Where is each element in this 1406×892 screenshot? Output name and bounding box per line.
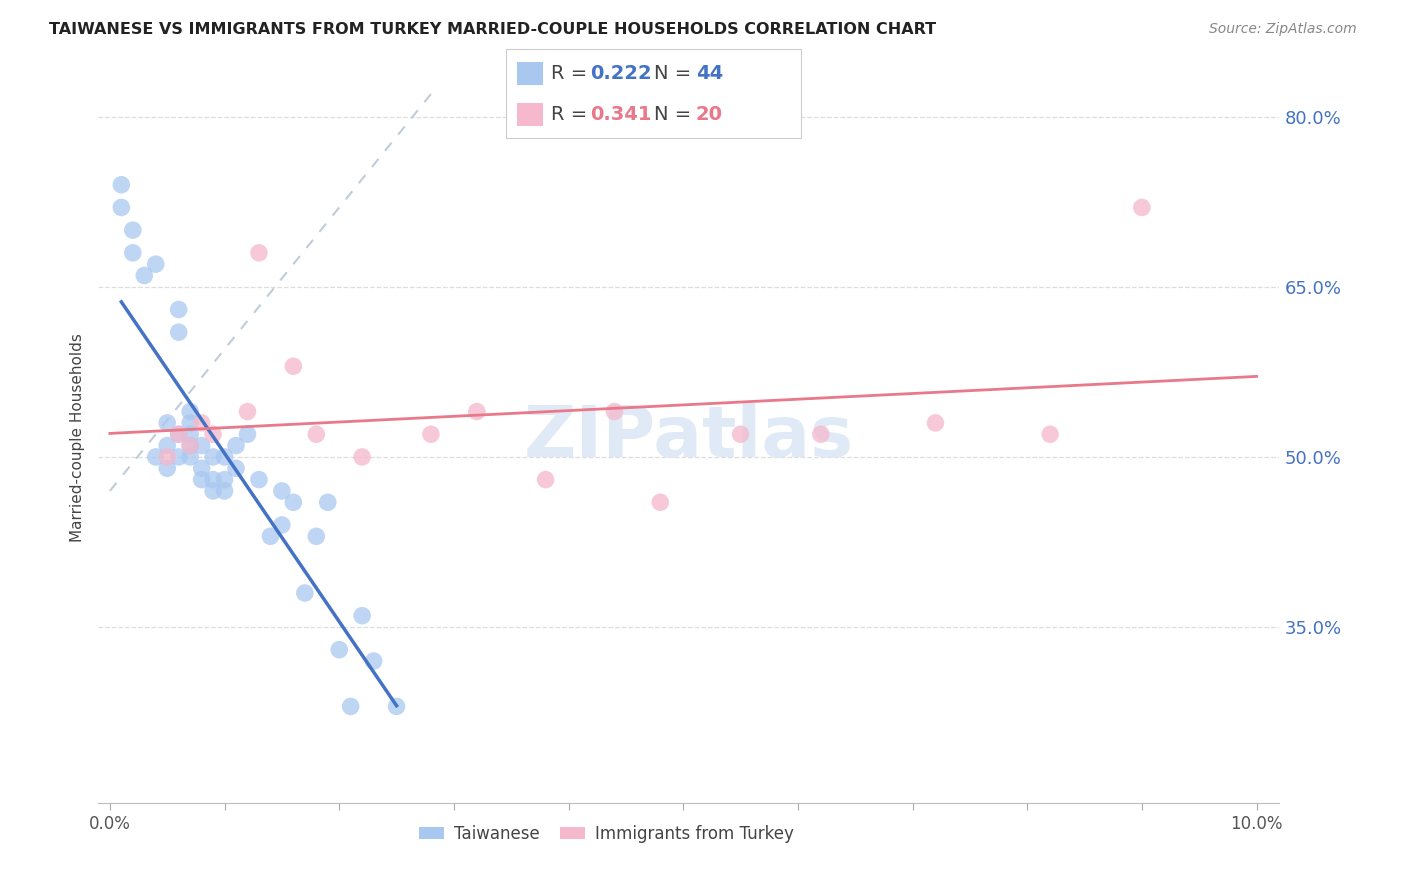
Point: [1039, 427, 1062, 442]
Point: [167, 302, 190, 317]
Point: [110, 201, 132, 215]
Point: [190, 416, 212, 430]
Point: [236, 427, 259, 442]
Point: [190, 461, 212, 475]
Point: [283, 359, 305, 374]
Point: [214, 473, 236, 487]
Point: [202, 427, 225, 442]
Point: [179, 439, 201, 453]
Point: [225, 461, 247, 475]
Point: [352, 608, 374, 623]
Point: [294, 586, 316, 600]
Text: 0.222: 0.222: [591, 63, 652, 83]
Text: 20: 20: [696, 104, 723, 124]
Point: [202, 473, 225, 487]
Point: [190, 439, 212, 453]
Point: [179, 439, 201, 453]
Text: TAIWANESE VS IMMIGRANTS FROM TURKEY MARRIED-COUPLE HOUSEHOLDS CORRELATION CHART: TAIWANESE VS IMMIGRANTS FROM TURKEY MARR…: [49, 22, 936, 37]
Point: [214, 483, 236, 498]
Point: [156, 450, 179, 464]
Point: [316, 495, 339, 509]
Text: N =: N =: [654, 63, 697, 83]
Point: [236, 404, 259, 418]
Point: [363, 654, 385, 668]
Point: [247, 473, 270, 487]
Point: [420, 427, 443, 442]
Point: [145, 257, 167, 271]
Point: [924, 416, 946, 430]
Text: R =: R =: [551, 104, 593, 124]
Point: [270, 518, 292, 533]
Point: [225, 439, 247, 453]
Point: [121, 245, 143, 260]
Point: [1130, 201, 1153, 215]
Point: [534, 473, 557, 487]
Point: [156, 439, 179, 453]
Point: [603, 404, 626, 418]
Point: [730, 427, 752, 442]
Point: [156, 416, 179, 430]
Text: 44: 44: [696, 63, 723, 83]
Point: [167, 427, 190, 442]
Text: Source: ZipAtlas.com: Source: ZipAtlas.com: [1209, 22, 1357, 37]
Point: [179, 404, 201, 418]
Point: [305, 529, 328, 543]
Point: [167, 427, 190, 442]
Point: [179, 427, 201, 442]
Point: [190, 473, 212, 487]
Point: [179, 450, 201, 464]
Point: [339, 699, 361, 714]
Point: [385, 699, 408, 714]
Point: [270, 483, 292, 498]
Point: [121, 223, 143, 237]
Text: R =: R =: [551, 63, 593, 83]
Point: [110, 178, 132, 192]
Point: [214, 450, 236, 464]
Text: N =: N =: [654, 104, 697, 124]
Point: [202, 483, 225, 498]
Point: [156, 461, 179, 475]
Point: [352, 450, 374, 464]
Point: [179, 416, 201, 430]
Point: [305, 427, 328, 442]
Point: [167, 450, 190, 464]
Point: [145, 450, 167, 464]
Text: 0.341: 0.341: [591, 104, 652, 124]
Point: [328, 642, 350, 657]
Point: [134, 268, 156, 283]
Point: [167, 325, 190, 339]
Point: [247, 245, 270, 260]
Point: [465, 404, 488, 418]
Text: ZIPatlas: ZIPatlas: [524, 402, 853, 472]
Point: [650, 495, 672, 509]
Point: [283, 495, 305, 509]
Point: [810, 427, 832, 442]
Point: [202, 450, 225, 464]
Y-axis label: Married-couple Households: Married-couple Households: [69, 333, 84, 541]
Point: [259, 529, 281, 543]
Legend: Taiwanese, Immigrants from Turkey: Taiwanese, Immigrants from Turkey: [412, 818, 800, 849]
